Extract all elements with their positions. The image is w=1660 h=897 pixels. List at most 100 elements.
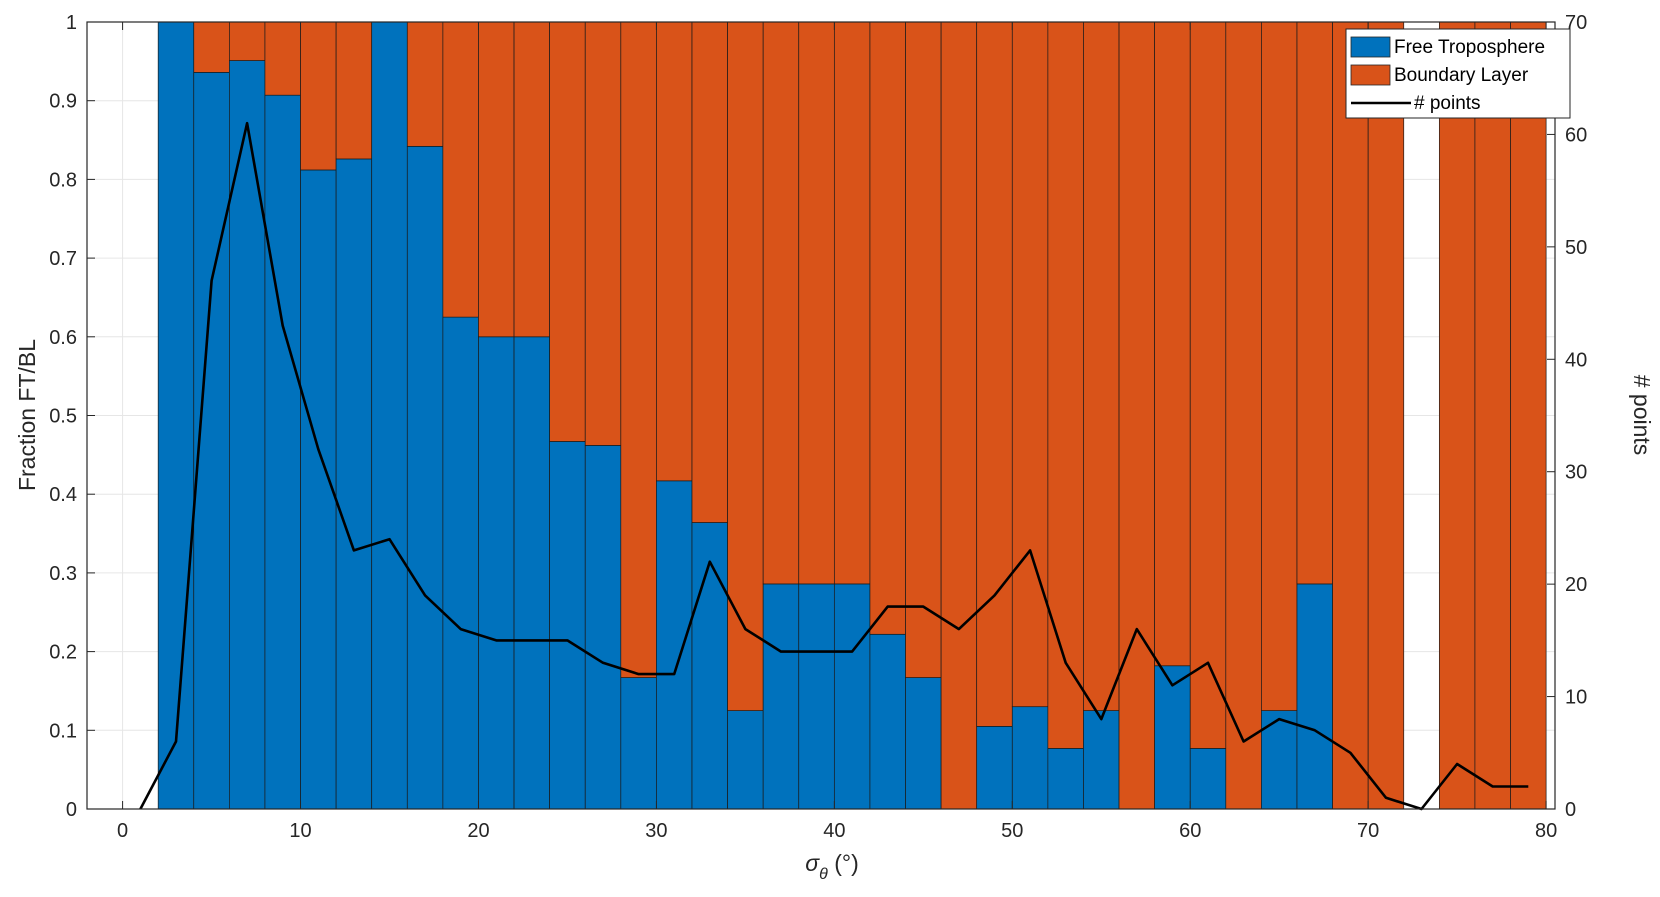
x-tick-label: 60 (1179, 820, 1201, 842)
x-tick-label: 0 (117, 820, 128, 842)
bar-free-troposphere (1011, 706, 1049, 810)
y-tick-label: 0.1 (49, 720, 77, 742)
y-tick-label: 0.8 (49, 169, 77, 191)
y-tick-label: 0.5 (49, 406, 77, 428)
bar-boundary-layer (1438, 21, 1476, 810)
y-axis-title: Fraction FT/BL (14, 339, 40, 491)
count-line-series (139, 121, 1529, 811)
bar-boundary-layer (1118, 21, 1155, 810)
bar-free-troposphere (656, 480, 693, 810)
y-tick-label: 0.2 (49, 642, 77, 664)
bar-boundary-layer (193, 21, 230, 73)
x-tick-label: 70 (1357, 820, 1379, 842)
bar-free-troposphere (371, 21, 408, 810)
y2-tick-label: 30 (1565, 462, 1587, 484)
bar-boundary-layer (406, 21, 444, 147)
x-axis-subscript: θ (819, 866, 828, 883)
bar-boundary-layer (727, 21, 764, 711)
bar-boundary-layer (833, 21, 871, 585)
bar-boundary-layer (300, 21, 337, 171)
bar-free-troposphere (976, 726, 1013, 810)
bar-boundary-layer (976, 21, 1013, 727)
bar-free-troposphere (869, 633, 906, 810)
y2-tick-label: 40 (1565, 349, 1587, 371)
legend-label-boundary-layer: Boundary Layer (1394, 65, 1529, 86)
y-tick-label: 0.3 (49, 563, 77, 585)
bar-boundary-layer (1083, 21, 1120, 711)
bar-free-troposphere (762, 583, 800, 810)
y2-tick-label: 20 (1565, 574, 1587, 596)
bar-free-troposphere (1047, 748, 1084, 810)
bar-free-troposphere (264, 94, 301, 810)
x-tick-label: 80 (1535, 820, 1557, 842)
y2-tick-label: 0 (1565, 799, 1576, 821)
bar-free-troposphere (1154, 665, 1191, 810)
bar-free-troposphere (1083, 710, 1120, 810)
legend: Free Troposphere Boundary Layer # points (1345, 28, 1571, 119)
bar-free-troposphere (1261, 710, 1298, 810)
y-tick-label: 0.6 (49, 327, 77, 349)
bar-boundary-layer (940, 21, 978, 810)
bar-boundary-layer (1510, 21, 1547, 810)
bar-free-troposphere (584, 445, 622, 810)
legend-label-free-troposphere: Free Troposphere (1394, 37, 1545, 58)
bar-boundary-layer (1474, 21, 1511, 810)
bar-boundary-layer (1261, 21, 1298, 711)
bar-boundary-layer (762, 21, 800, 585)
bar-boundary-layer (869, 21, 906, 635)
bar-boundary-layer (1332, 21, 1369, 810)
bar-boundary-layer (1225, 21, 1262, 810)
bar-boundary-layer (1189, 21, 1227, 749)
bar-free-troposphere (1296, 583, 1333, 810)
bar-boundary-layer (905, 21, 942, 678)
y2-tick-label: 70 (1565, 12, 1587, 34)
bar-boundary-layer (478, 21, 515, 338)
bar-free-troposphere (1189, 748, 1227, 810)
bar-boundary-layer (229, 21, 266, 61)
x-tick-label: 10 (289, 820, 311, 842)
x-axis-unit: (°) (828, 850, 859, 876)
bar-free-troposphere (798, 583, 835, 810)
bar-free-troposphere (691, 522, 728, 810)
y-tick-label: 0.7 (49, 248, 77, 270)
y-tick-label: 0.9 (49, 91, 77, 113)
bar-boundary-layer (264, 21, 301, 96)
bar-free-troposphere (833, 583, 871, 810)
bar-free-troposphere (406, 145, 444, 810)
bar-boundary-layer (691, 21, 728, 523)
bar-boundary-layer (584, 21, 622, 446)
x-tick-label: 40 (823, 820, 845, 842)
bar-free-troposphere (157, 21, 195, 810)
bar-free-troposphere (335, 158, 373, 810)
y2-axis-title: # points (1629, 375, 1655, 456)
bar-boundary-layer (549, 21, 586, 442)
y-tick-label: 1 (66, 12, 77, 34)
bar-boundary-layer (1154, 21, 1191, 667)
bar-free-troposphere (727, 710, 764, 810)
bar-boundary-layer (335, 21, 373, 160)
bar-boundary-layer (1011, 21, 1049, 708)
x-tick-label: 50 (1001, 820, 1023, 842)
bar-boundary-layer (798, 21, 835, 585)
bar-free-troposphere (300, 169, 337, 810)
y2-tick-label: 60 (1565, 124, 1587, 146)
x-tick-label: 20 (467, 820, 489, 842)
bar-boundary-layer (656, 21, 693, 482)
bar-free-troposphere (513, 336, 550, 810)
y2-tick-label: 50 (1565, 237, 1587, 259)
y-tick-label: 0 (66, 799, 77, 821)
y2-tick-label: 10 (1565, 687, 1587, 709)
bar-free-troposphere (620, 677, 657, 810)
bar-free-troposphere (549, 441, 586, 810)
bar-boundary-layer (1296, 21, 1333, 585)
bar-free-troposphere (905, 677, 942, 810)
bar-boundary-layer (513, 21, 550, 338)
bar-free-troposphere (442, 316, 479, 810)
legend-swatch-free-troposphere (1350, 36, 1391, 58)
x-axis-title: σθ (°) (805, 850, 858, 883)
legend-label-points: # points (1414, 93, 1481, 114)
ticks: 0 10 20 30 40 50 60 70 8000.10.20.30.40.50.60.70… (49, 12, 1587, 842)
bar-boundary-layer (1367, 21, 1405, 810)
legend-swatch-boundary-layer (1350, 64, 1391, 86)
